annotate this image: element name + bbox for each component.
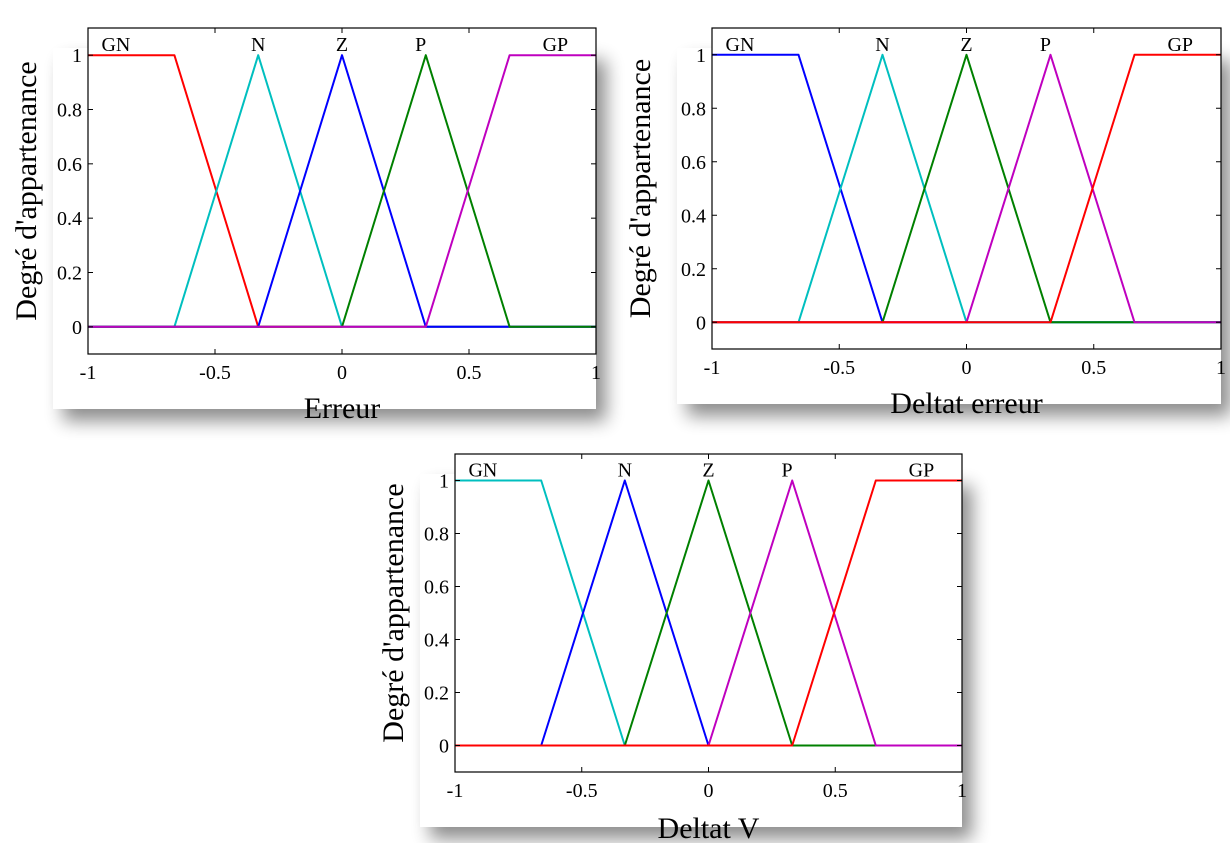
- chart-3-xlabel: Deltat V: [658, 812, 760, 843]
- chart-2-label-n: N: [875, 34, 889, 56]
- chart-2-xtick-label: 0.5: [1081, 357, 1106, 379]
- chart-3-label-n: N: [618, 460, 632, 482]
- chart-3-xtick-label: 0: [704, 780, 714, 802]
- chart-1-label-gn: GN: [101, 34, 130, 56]
- chart-3-ytick-label: 0.4: [424, 630, 449, 652]
- chart-2: -1 -0.5 0 0.5 1 0 0.2 0.4 0.6 0.8 1 GN N Z P GP Deltat e…: [624, 27, 1226, 420]
- chart-3-label-gn: GN: [468, 460, 497, 482]
- chart-1-ylabel: Degré d'appartenance: [10, 61, 43, 320]
- chart-2-ytick-label: 0.4: [681, 205, 706, 227]
- chart-1-xtick-label: 0.5: [457, 362, 482, 384]
- chart-1-xtick-label: 1: [591, 362, 601, 384]
- chart-3-ytick-label: 0: [439, 736, 449, 758]
- chart-1-series-gp: [88, 54, 596, 328]
- chart-1-plot-area: [88, 28, 596, 354]
- chart-2-label-gp: GP: [1167, 34, 1193, 56]
- chart-3-ylabel: Degré d'appartenance: [377, 483, 410, 742]
- chart-2-xtick-label: 1: [1216, 357, 1226, 379]
- chart-3-label-p: P: [782, 460, 793, 482]
- chart-3-xtick-label: 1: [957, 780, 967, 802]
- chart-1-label-z: Z: [336, 34, 348, 56]
- chart-1-ytick-label: 0.6: [57, 154, 82, 176]
- chart-3-xtick-label: -1: [447, 780, 464, 802]
- chart-3-ytick-label: 0.2: [424, 683, 449, 705]
- chart-2-xtick-label: 0: [962, 357, 972, 379]
- chart-2-ytick-label: 0.8: [681, 98, 706, 120]
- chart-3-label-gp: GP: [909, 460, 935, 482]
- chart-3: -1 -0.5 0 0.5 1 0 0.2 0.4 0.6 0.8 1 GN N Z P GP Deltat V…: [377, 453, 967, 843]
- chart-2-xlabel: Deltat erreur: [890, 387, 1042, 420]
- chart-2-plot-area: [712, 28, 1221, 349]
- chart-1-xlabel: Erreur: [304, 392, 381, 425]
- chart-2-label-gn: GN: [726, 34, 755, 56]
- chart-1: -1 -0.5 0 0.5 1 0 0.2 0.4 0.6 0.8 1 GN N Z P GP Erreur De…: [10, 27, 601, 425]
- chart-2-ytick-label: 0: [696, 312, 706, 334]
- chart-1-label-p: P: [415, 34, 426, 56]
- chart-3-ytick-label: 0.8: [424, 524, 449, 546]
- chart-3-plot-area: [455, 454, 962, 772]
- chart-2-xtick-label: -1: [704, 357, 721, 379]
- chart-2-label-z: Z: [960, 34, 972, 56]
- chart-1-label-gp: GP: [543, 34, 569, 56]
- chart-3-label-z: Z: [702, 460, 714, 482]
- chart-1-ytick-label: 0.4: [57, 208, 82, 230]
- chart-1-ytick-label: 1: [72, 45, 82, 67]
- chart-3-xtick-label: -0.5: [566, 780, 598, 802]
- chart-3-ytick-label: 1: [439, 471, 449, 493]
- chart-2-label-p: P: [1040, 34, 1051, 56]
- chart-2-ytick-label: 0.2: [681, 259, 706, 281]
- chart-1-ytick-label: 0.8: [57, 100, 82, 122]
- chart-3-ytick-label: 0.6: [424, 577, 449, 599]
- chart-2-xtick-label: -0.5: [823, 357, 855, 379]
- chart-3-xtick-label: 0.5: [823, 780, 848, 802]
- chart-1-ytick-label: 0.2: [57, 263, 82, 285]
- chart-1-xtick-label: -1: [80, 362, 97, 384]
- chart-2-ytick-label: 0.6: [681, 152, 706, 174]
- chart-1-xtick-label: -0.5: [199, 362, 231, 384]
- chart-2-ylabel: Degré d'appartenance: [624, 59, 657, 318]
- chart-1-xtick-label: 0: [337, 362, 347, 384]
- chart-1-ytick-label: 0: [72, 317, 82, 339]
- chart-2-ytick-label: 1: [696, 45, 706, 67]
- chart-2-series-gp: [712, 53, 1221, 324]
- chart-1-label-n: N: [251, 34, 265, 56]
- chart-3-series-gp: [455, 479, 962, 747]
